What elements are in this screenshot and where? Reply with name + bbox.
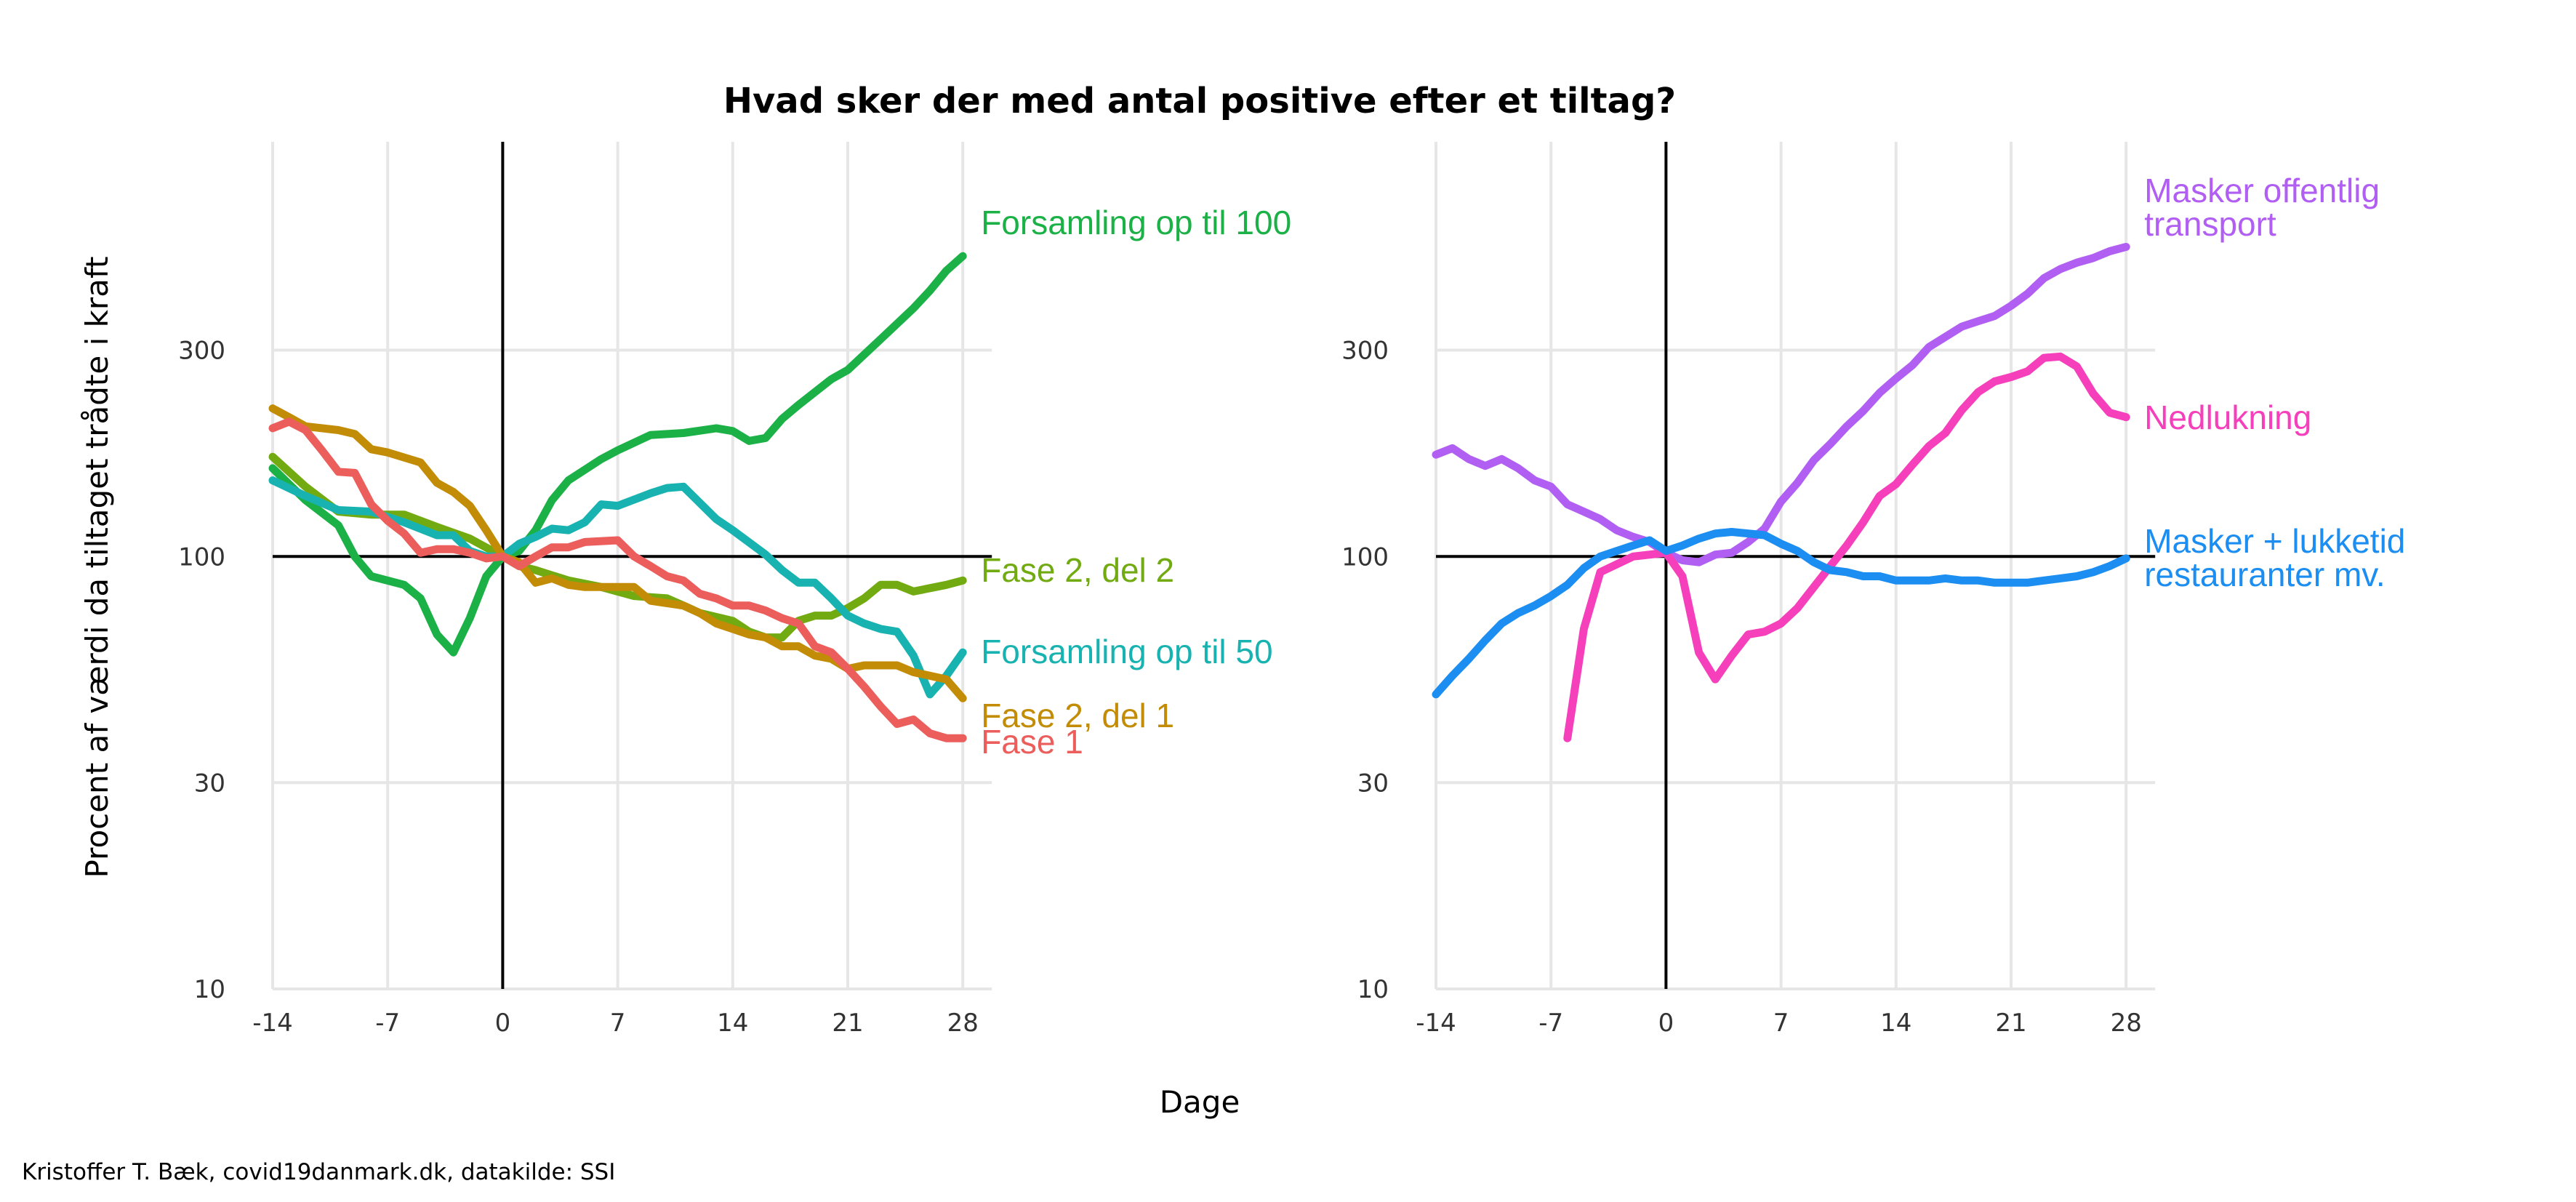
- series-label: Masker offentlig transport: [2144, 172, 2380, 243]
- x-tick-label: 7: [610, 1009, 626, 1038]
- series-label-line: Fase 2, del 1: [981, 697, 1174, 734]
- series-line: [268, 476, 967, 699]
- series-label: Forsamling op til 100: [981, 204, 1291, 241]
- x-tick-label: 0: [1658, 1009, 1674, 1038]
- x-axis-label: Dage: [1160, 1084, 1240, 1120]
- x-tick-label: 7: [1773, 1009, 1789, 1038]
- x-tick-label: -7: [1538, 1009, 1563, 1038]
- series-label-line: Forsamling op til 100: [981, 204, 1291, 241]
- series-label-line: Nedlukning: [2144, 398, 2311, 436]
- x-tick-label: 14: [717, 1009, 748, 1038]
- x-tick-label: 21: [832, 1009, 863, 1038]
- series-line: [268, 417, 967, 742]
- y-tick-label: 10: [194, 975, 225, 1004]
- x-tick-label: -14: [1416, 1009, 1456, 1038]
- y-tick-label: 100: [1341, 542, 1389, 572]
- x-tick-label: 0: [495, 1009, 511, 1038]
- series-label: Forsamling op til 50: [981, 633, 1272, 670]
- chart-title: Hvad sker der med antal positive efter e…: [723, 81, 1676, 121]
- y-tick-label: 30: [194, 769, 225, 798]
- series-line: [1432, 243, 2130, 566]
- right-panel: 10 30 100 300 -14 -7 0 7 14 21 28 Masker offentlig t…: [1341, 142, 2405, 1038]
- series-label: Nedlukning: [2144, 398, 2311, 436]
- series-label-line: Fase 1: [981, 723, 1083, 761]
- y-tick-label: 300: [1341, 337, 1389, 366]
- caption: Kristoffer T. Bæk, covid19danmark.dk, da…: [22, 1159, 615, 1185]
- y-tick-label: 10: [1357, 975, 1389, 1004]
- x-tick-label: -7: [375, 1009, 400, 1038]
- x-tick-label: 14: [1880, 1009, 1911, 1038]
- series-label-line: transport: [2144, 205, 2276, 243]
- x-tick-label: 21: [1995, 1009, 2026, 1038]
- x-tick-label: 28: [2111, 1009, 2142, 1038]
- series-label-line: Fase 2, del 2: [981, 551, 1174, 589]
- series-line: [1563, 352, 2130, 742]
- series-label: Fase 2, del 2: [981, 551, 1174, 589]
- series-label-line: Masker offentlig: [2144, 172, 2380, 209]
- series-label-line: Masker + lukketid: [2144, 522, 2405, 560]
- x-tick-label: -14: [252, 1009, 293, 1038]
- series-label-line: restauranter mv.: [2144, 556, 2385, 593]
- y-tick-label: 300: [178, 337, 225, 366]
- y-tick-label: 30: [1357, 769, 1389, 798]
- x-tick-label: 28: [947, 1009, 979, 1038]
- series-line: [1432, 528, 2130, 699]
- series-label: Masker + lukketid restauranter mv.: [2144, 522, 2405, 593]
- series-label-line: Forsamling op til 50: [981, 633, 1272, 670]
- series-label: Fase 1: [981, 723, 1083, 761]
- series-line: [268, 252, 967, 657]
- y-tick-label: 100: [178, 542, 225, 572]
- series-label: Fase 2, del 1: [981, 697, 1174, 734]
- y-axis-label: Procent af værdi da tiltaget trådte i kr…: [79, 257, 115, 878]
- left-panel: 10 30 100 300 -14 -7 0 7 14 21 28 Forsamling op til…: [178, 142, 1291, 1038]
